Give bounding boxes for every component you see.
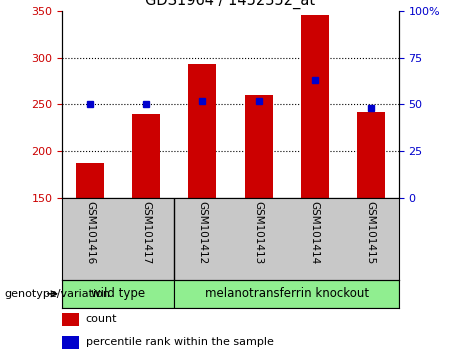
Text: GSM101414: GSM101414 [310, 201, 319, 264]
Title: GDS1964 / 1452352_at: GDS1964 / 1452352_at [145, 0, 316, 9]
Text: GSM101412: GSM101412 [197, 201, 207, 264]
Bar [132, 114, 160, 198]
Bar [62, 280, 174, 308]
Bar [244, 95, 272, 198]
Text: percentile rank within the sample: percentile rank within the sample [86, 337, 274, 348]
Text: GSM101416: GSM101416 [85, 201, 95, 264]
Bar [174, 280, 399, 308]
Text: melanotransferrin knockout: melanotransferrin knockout [205, 287, 369, 300]
Bar [189, 64, 217, 198]
Bar [62, 313, 79, 326]
Text: count: count [86, 314, 117, 325]
Bar [76, 162, 104, 198]
Text: wild type: wild type [91, 287, 145, 300]
Text: genotype/variation: genotype/variation [5, 289, 111, 299]
Text: GSM101415: GSM101415 [366, 201, 376, 264]
Bar [357, 112, 385, 198]
Bar [62, 336, 79, 349]
Text: GSM101413: GSM101413 [254, 201, 264, 264]
Bar [301, 15, 329, 198]
Text: GSM101417: GSM101417 [142, 201, 151, 264]
